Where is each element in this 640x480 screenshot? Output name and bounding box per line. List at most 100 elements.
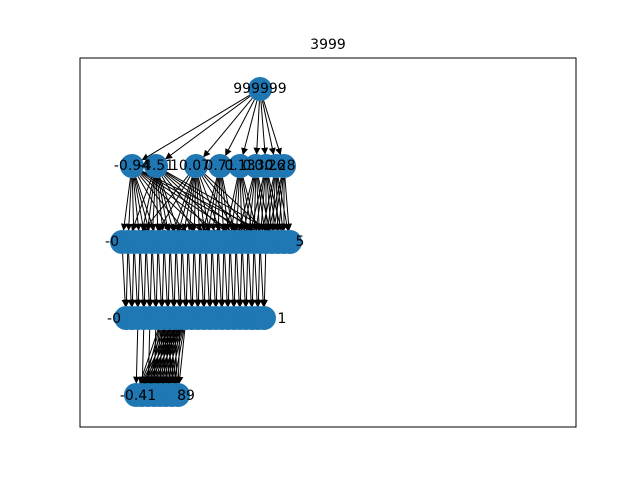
- edge-l1-7-l2-26: [274, 177, 282, 231]
- edge-l1-6-l2-25: [266, 177, 275, 231]
- edge-l1-3-l2-16: [214, 177, 222, 231]
- edge-l1-3-l2-13: [201, 177, 218, 232]
- edges-layer: [120, 94, 293, 386]
- edge-l1-2-l2-14: [197, 177, 208, 231]
- edge-l1-1-l2-1: [131, 177, 153, 232]
- edge-l1-1-l2-3: [140, 177, 155, 231]
- edge-l2-1-l3-1: [127, 253, 135, 307]
- edge-l1-3-l2-14: [205, 177, 219, 231]
- edge-l3-10-l4-1: [147, 328, 181, 386]
- level1-label-2: -4.51: [138, 158, 174, 174]
- edge-l1-2-l2-5: [157, 176, 191, 233]
- edge-l2-12-l3-11: [188, 253, 196, 307]
- edge-l2-22-l3-22: [253, 253, 261, 307]
- edge-l1-2-l2-13: [195, 177, 203, 231]
- root-node: [248, 77, 272, 101]
- level1-node: [184, 154, 208, 178]
- edge-l2-7-l3-7: [163, 253, 171, 307]
- edge-root-l1-8: [263, 100, 282, 156]
- edge-l2-3-l3-2: [134, 253, 142, 307]
- edge-l2-18-l3-18: [229, 253, 237, 307]
- level1-label-5: 0.13: [224, 158, 255, 174]
- edge-l1-0-l2-4: [133, 177, 147, 231]
- edge-l1-8-l2-26: [275, 177, 284, 231]
- edge-l3-10-l4-5: [167, 329, 184, 385]
- edge-l1-6-l2-22: [253, 177, 265, 231]
- edge-l1-7-l2-27: [276, 177, 286, 231]
- edge-l1-0-l2-1: [125, 177, 133, 231]
- edge-l2-15-l3-14: [206, 253, 214, 307]
- edge-l2-6-l3-5: [152, 253, 160, 307]
- edge-l3-10-l4-6: [171, 329, 185, 384]
- level2-label-left: -0: [105, 234, 119, 250]
- edge-l2-13-l3-13: [199, 253, 207, 307]
- edge-l1-0-l2-0: [120, 177, 131, 231]
- level2-node: [278, 230, 302, 254]
- edge-l2-6-l3-6: [157, 253, 165, 307]
- edge-l2-20-l3-20: [241, 253, 249, 307]
- edge-l2-14-l3-14: [205, 253, 213, 307]
- edge-l2-14-l3-13: [200, 253, 208, 307]
- level1-node: [272, 154, 296, 178]
- edge-l2-2-l3-1: [128, 253, 136, 307]
- level1-label-7: 0.26: [254, 158, 285, 174]
- edge-l3-10-l4-2: [152, 328, 182, 385]
- edge-root-l1-6: [260, 100, 269, 155]
- level1-label-8: 0.28: [264, 158, 295, 174]
- edge-root-l1-5: [253, 100, 261, 155]
- edge-l2-13-l3-12: [194, 253, 202, 307]
- edge-l2-1-l3-0: [122, 253, 130, 307]
- edge-l2-19-l3-18: [230, 253, 238, 307]
- level1-node: [120, 154, 144, 178]
- level3-label-right: 1: [278, 311, 287, 327]
- edge-l1-2-l2-9: [177, 177, 194, 232]
- edge-l3-10-l4-4: [162, 329, 183, 385]
- edge-l2-16-l3-15: [212, 253, 220, 307]
- edge-l1-5-l2-21: [246, 177, 256, 231]
- edge-l2-24-l3-23: [260, 253, 268, 307]
- edge-l2-17-l3-16: [218, 253, 226, 307]
- edge-l2-10-l3-10: [181, 253, 189, 307]
- edge-l2-7-l3-6: [158, 253, 166, 307]
- edge-l2-2-l3-2: [133, 253, 141, 307]
- chart-title: 3999: [310, 37, 346, 53]
- edge-l2-9-l3-8: [170, 253, 178, 307]
- edge-l1-4-l2-17: [224, 177, 239, 231]
- edge-l1-5-l2-20: [241, 177, 255, 231]
- edge-l2-16-l3-16: [217, 253, 225, 307]
- edge-l2-11-l3-10: [182, 253, 190, 307]
- edge-l1-0-l2-2: [130, 177, 138, 231]
- edge-l1-3-l2-15: [210, 177, 220, 231]
- edge-l1-2-l2-11: [186, 177, 196, 231]
- edge-l2-3-l3-3: [139, 253, 147, 307]
- edge-root-l1-2: [203, 97, 253, 158]
- edge-l2-21-l3-21: [247, 253, 255, 307]
- edge-l1-1-l2-4: [144, 177, 155, 231]
- edge-root-l1-1: [165, 95, 251, 160]
- edge-l1-7-l2-25: [269, 177, 277, 231]
- edge-l1-2-l2-2: [141, 174, 189, 234]
- level4-node: [166, 383, 190, 407]
- edge-l2-5-l3-5: [151, 253, 159, 307]
- edge-l1-5-l2-22: [250, 177, 258, 231]
- edge-l2-11-l3-11: [187, 253, 195, 307]
- level3-label-left: -0: [107, 311, 121, 327]
- edge-l2-18-l3-17: [224, 253, 232, 307]
- edge-l2-5-l3-4: [146, 253, 154, 307]
- level1-label-1: -0.94: [114, 158, 150, 174]
- axes-frame: [79, 57, 577, 428]
- level3-node: [252, 306, 276, 330]
- edge-l3-6-l4-0: [138, 329, 159, 385]
- level1-node: [144, 154, 168, 178]
- edge-l1-1-l2-13: [161, 176, 195, 233]
- edge-l2-10-l3-9: [176, 253, 184, 307]
- level1-label-3: 10.07: [170, 158, 210, 174]
- edge-l1-6-l2-23: [257, 177, 266, 231]
- edge-l2-12-l3-12: [193, 253, 201, 307]
- edge-l2-8-l3-8: [169, 253, 177, 307]
- level1-label-6: 0.30: [242, 158, 273, 174]
- edge-l1-8-l2-25: [271, 177, 283, 231]
- edge-l3-10-l4-3: [157, 328, 182, 385]
- edge-l3-10-l4-7: [176, 329, 186, 384]
